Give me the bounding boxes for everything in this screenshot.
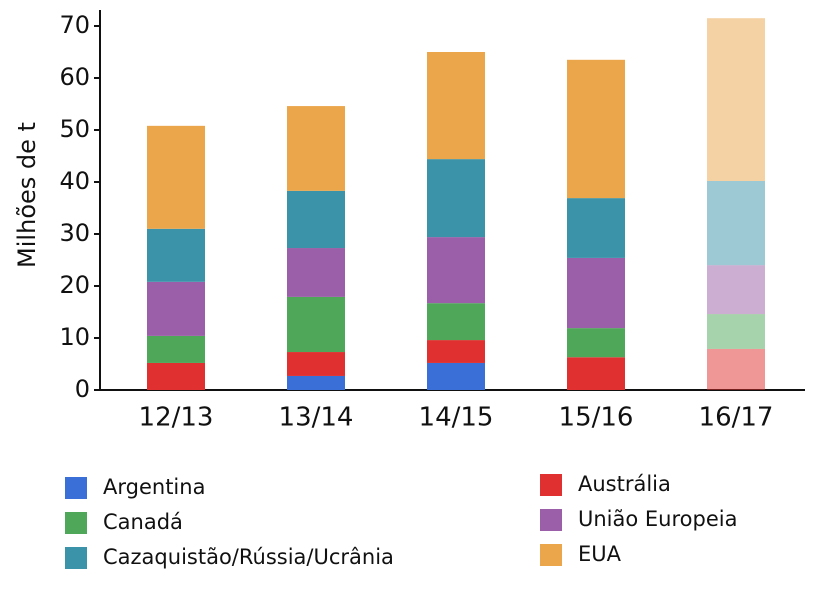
bar-segment (567, 59, 625, 199)
bar-segment (427, 159, 485, 238)
bar-segment (427, 303, 485, 341)
bar-segment (427, 237, 485, 304)
y-tick-label: 20 (59, 271, 90, 299)
y-tick-label: 50 (59, 115, 90, 143)
bar-segment (147, 228, 205, 282)
bar-segment (287, 375, 345, 390)
bar-segment (287, 190, 345, 249)
x-tick-label: 12/13 (139, 403, 214, 433)
x-tick-label: 13/14 (279, 403, 354, 433)
bar-segment (707, 314, 765, 349)
bar-segment (707, 18, 765, 181)
legend-label: Austrália (578, 472, 671, 496)
y-tick-label: 10 (59, 323, 90, 351)
bar-segment (427, 52, 485, 160)
y-tick-label: 30 (59, 219, 90, 247)
bar-segment (567, 328, 625, 358)
bar-segment (147, 125, 205, 229)
bar-segment (287, 248, 345, 297)
legend-swatch (540, 544, 562, 566)
x-tick-label: 15/16 (559, 403, 634, 433)
bar-segment (707, 348, 765, 390)
bar-segment (287, 352, 345, 376)
bar-segment (707, 180, 765, 266)
bar-segment (287, 296, 345, 353)
legend-label: Canadá (103, 510, 183, 534)
bar-segment (567, 357, 625, 390)
legend-label: Cazaquistão/Rússia/Ucrânia (103, 545, 394, 569)
bar-segment (427, 340, 485, 363)
y-tick-label: 40 (59, 167, 90, 195)
bar-segment (567, 198, 625, 258)
bar-segment (147, 362, 205, 390)
legend-swatch (65, 477, 87, 499)
bar-segment (147, 281, 205, 336)
legend-label: União Europeia (578, 507, 737, 531)
y-tick-label: 0 (75, 375, 90, 403)
legend-swatch (540, 474, 562, 496)
bar-segment (707, 265, 765, 315)
x-tick-label: 16/17 (699, 403, 774, 433)
bar-segment (147, 335, 205, 363)
x-tick-label: 14/15 (419, 403, 494, 433)
bar-segment (287, 106, 345, 191)
legend-label: Argentina (103, 475, 205, 499)
bar-segment (567, 257, 625, 329)
legend-swatch (65, 547, 87, 569)
bar-segment (427, 362, 485, 390)
legend-swatch (65, 512, 87, 534)
y-tick-label: 70 (59, 11, 90, 39)
legend-swatch (540, 509, 562, 531)
y-axis-label: Milhões de t (13, 122, 41, 268)
y-tick-label: 60 (59, 63, 90, 91)
legend-label: EUA (578, 542, 622, 566)
